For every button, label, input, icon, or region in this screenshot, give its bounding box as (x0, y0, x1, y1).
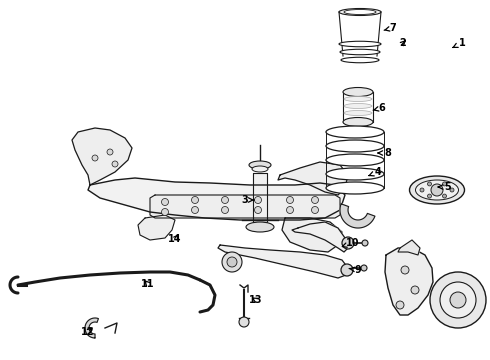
Text: 9: 9 (349, 265, 362, 275)
Polygon shape (282, 218, 342, 252)
Circle shape (162, 198, 169, 206)
Circle shape (254, 207, 262, 213)
Circle shape (162, 208, 169, 216)
Ellipse shape (344, 9, 376, 14)
Polygon shape (72, 128, 132, 185)
Text: 11: 11 (141, 279, 155, 289)
Circle shape (221, 197, 228, 203)
Circle shape (112, 161, 118, 167)
Polygon shape (88, 178, 345, 220)
Text: 14: 14 (168, 234, 182, 244)
Text: 12: 12 (81, 327, 95, 337)
Polygon shape (292, 222, 348, 252)
Ellipse shape (343, 87, 373, 96)
Text: 8: 8 (378, 148, 392, 158)
Ellipse shape (326, 182, 384, 194)
Circle shape (442, 182, 446, 186)
Circle shape (92, 155, 98, 161)
Polygon shape (138, 215, 175, 240)
Circle shape (254, 197, 262, 203)
Ellipse shape (326, 140, 384, 152)
Circle shape (287, 197, 294, 203)
Ellipse shape (326, 154, 384, 166)
Polygon shape (253, 173, 267, 222)
Ellipse shape (340, 49, 380, 55)
Circle shape (287, 207, 294, 213)
Circle shape (362, 240, 368, 246)
Text: 1: 1 (453, 38, 466, 48)
Polygon shape (398, 240, 420, 255)
Ellipse shape (344, 111, 372, 116)
Circle shape (442, 194, 446, 198)
Circle shape (440, 282, 476, 318)
Text: 4: 4 (369, 167, 381, 177)
Ellipse shape (339, 9, 381, 15)
Ellipse shape (344, 96, 372, 102)
Text: 3: 3 (242, 195, 254, 205)
Ellipse shape (410, 176, 465, 204)
Ellipse shape (326, 168, 384, 180)
Text: 5: 5 (438, 182, 451, 192)
Polygon shape (85, 318, 98, 338)
Circle shape (107, 149, 113, 155)
Circle shape (341, 264, 353, 276)
Circle shape (192, 197, 198, 203)
Circle shape (312, 197, 318, 203)
Ellipse shape (326, 126, 384, 138)
Circle shape (227, 257, 237, 267)
Circle shape (411, 286, 419, 294)
Circle shape (396, 301, 404, 309)
Circle shape (430, 272, 486, 328)
Text: 7: 7 (384, 23, 396, 33)
Text: 6: 6 (373, 103, 385, 113)
Circle shape (221, 207, 228, 213)
Polygon shape (385, 248, 433, 315)
Circle shape (450, 188, 454, 192)
Polygon shape (218, 245, 348, 278)
Circle shape (342, 237, 354, 249)
Ellipse shape (341, 57, 379, 63)
Circle shape (222, 252, 242, 272)
Circle shape (431, 184, 443, 196)
Circle shape (420, 188, 424, 192)
Circle shape (361, 265, 367, 271)
Circle shape (239, 317, 249, 327)
Polygon shape (340, 204, 375, 228)
Polygon shape (278, 162, 348, 195)
Ellipse shape (339, 41, 381, 47)
Circle shape (450, 292, 466, 308)
Circle shape (192, 207, 198, 213)
Circle shape (401, 266, 409, 274)
Circle shape (427, 182, 432, 186)
Ellipse shape (249, 161, 271, 169)
Ellipse shape (252, 166, 268, 172)
Text: 13: 13 (249, 295, 263, 305)
Ellipse shape (344, 104, 372, 108)
Text: 10: 10 (343, 238, 360, 248)
Ellipse shape (416, 180, 459, 200)
Circle shape (427, 194, 432, 198)
Polygon shape (150, 195, 340, 218)
Ellipse shape (343, 117, 373, 126)
Text: 2: 2 (400, 38, 406, 48)
Ellipse shape (246, 222, 274, 232)
Circle shape (312, 207, 318, 213)
